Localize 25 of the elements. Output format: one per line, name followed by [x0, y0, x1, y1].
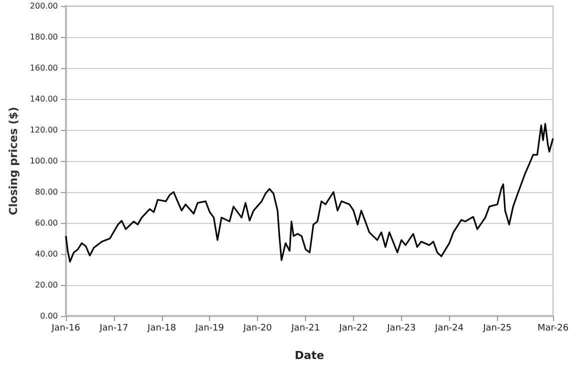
- x-tick-label: Mar-26: [537, 324, 569, 334]
- y-tick-label: 140.00: [30, 94, 58, 104]
- x-tick-label: Jan-17: [98, 324, 128, 334]
- x-tick-label: Jan-16: [50, 324, 80, 334]
- y-tick-label: 80.00: [34, 188, 58, 196]
- y-tick-label: 0.00: [40, 312, 58, 320]
- y-tick-label: 60.00: [34, 218, 58, 228]
- x-tick-label: Jan-18: [146, 324, 176, 334]
- x-tick-label: Jan-19: [194, 324, 224, 334]
- y-tick-label: 120.00: [30, 126, 58, 134]
- y-tick-label: 20.00: [34, 280, 58, 290]
- x-tick-label: Jan-24: [434, 324, 464, 334]
- y-tick-label: 160.00: [30, 64, 58, 72]
- x-tick-label: Jan-21: [290, 324, 320, 334]
- x-tick-label: Jan-25: [482, 324, 512, 334]
- x-tick-label: Jan-22: [338, 324, 368, 334]
- x-tick-label: Jan-20: [242, 324, 272, 334]
- x-axis-title: Date: [294, 349, 324, 362]
- y-tick-label: 180.00: [30, 32, 58, 42]
- y-axis-title: Closing prices ($): [7, 106, 20, 216]
- x-tick-label: Jan-23: [386, 324, 416, 334]
- y-tick-label: 200.00: [30, 2, 58, 10]
- y-tick-label: 100.00: [30, 156, 58, 166]
- line-series: [65, 123, 554, 263]
- y-tick-label: 40.00: [34, 250, 58, 258]
